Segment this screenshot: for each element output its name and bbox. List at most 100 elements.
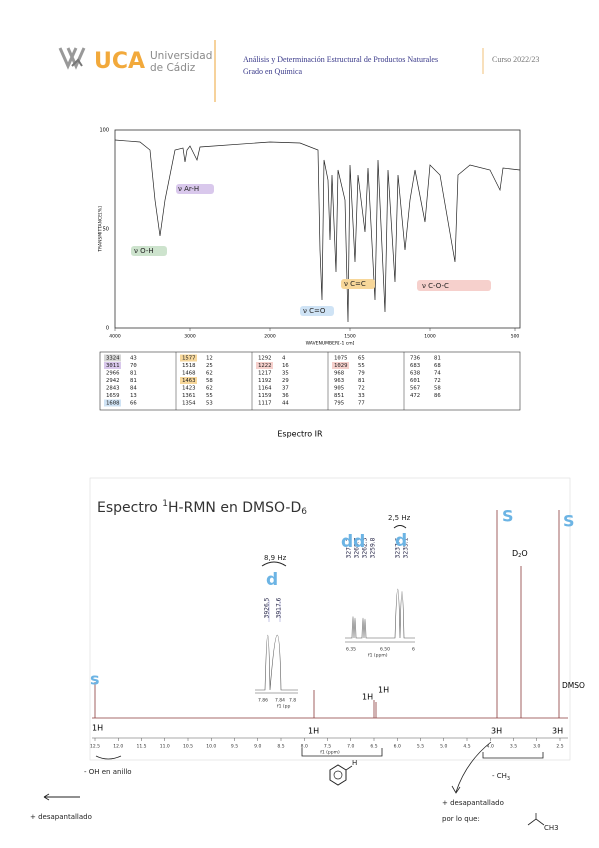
ir-x-label: WAVENUMBER[-1 cm]	[306, 341, 355, 347]
caption: Espectro IR	[277, 430, 323, 439]
nmr-x-tick-label: 8.5	[277, 744, 284, 750]
note: - OH en anillo	[84, 768, 132, 776]
note: + desapantallado	[30, 813, 92, 821]
inset-tick: 7.86	[258, 698, 268, 704]
highlight	[180, 377, 197, 384]
nmr-x-tick-label: 10.5	[183, 744, 193, 750]
ir-x-tick-label: 500	[511, 334, 520, 340]
label-sub: 2	[518, 553, 521, 559]
peak-label: 3917.6	[276, 597, 283, 618]
peak-label: 3262.3	[362, 537, 369, 558]
note: + desapantallado	[442, 799, 504, 807]
peak-label: 3271.2	[346, 537, 353, 558]
ir-annotation: ν O-H	[134, 247, 154, 255]
nmr-x-tick-label: 5.5	[417, 744, 424, 750]
note: CH3	[544, 824, 559, 832]
table-cell: 44	[282, 401, 289, 407]
nmr-x-tick-label: 9.0	[254, 744, 261, 750]
table-cell: 683	[410, 363, 420, 369]
title-part: Espectro	[97, 500, 162, 516]
multiplicity: s	[90, 670, 100, 689]
solvent-label: D2O	[512, 549, 528, 559]
table-cell: 2966	[106, 371, 119, 377]
integration: 1H	[92, 724, 103, 733]
ir-x-tick-label: 1000	[424, 334, 436, 340]
table-cell: 86	[434, 393, 441, 399]
table-cell: 58	[434, 386, 441, 392]
inset-tick: 6.35	[346, 647, 356, 653]
nmr-x-tick-label: 6.0	[394, 744, 401, 750]
table-cell: 36	[282, 393, 289, 399]
table-cell: 62	[206, 371, 213, 377]
nmr-x-tick-label: 7.5	[324, 744, 331, 750]
nmr-x-tick-label: 12.0	[113, 744, 123, 750]
table-cell: 37	[282, 386, 289, 392]
nmr-x-tick-label: 10.0	[206, 744, 216, 750]
highlight	[332, 362, 349, 369]
integration: 1H	[308, 727, 319, 736]
table-cell: 1292	[258, 356, 271, 362]
table-cell: 3324	[106, 356, 120, 362]
inset-label: f1 (pp	[277, 704, 290, 710]
table-cell: 65	[358, 356, 365, 362]
table-cell: 35	[282, 371, 289, 377]
inset	[255, 600, 298, 694]
table-cell: 58	[206, 378, 213, 384]
integration: 1H	[362, 693, 373, 702]
note-sub: 3	[507, 776, 510, 782]
table-cell: 1577	[182, 356, 195, 362]
table-cell: 55	[358, 363, 365, 369]
table-cell: 968	[334, 371, 345, 377]
multiplicity: S	[502, 507, 514, 526]
nmr-x-tick-label: 8.0	[301, 744, 308, 750]
table-cell: 795	[334, 401, 344, 407]
label-part: D	[512, 549, 518, 558]
multiplicity: S	[563, 512, 575, 531]
ir-frame	[114, 129, 521, 329]
table-cell: 1361	[182, 393, 195, 399]
table-cell: 1463	[182, 378, 195, 384]
table-cell: 1222	[258, 363, 271, 369]
integration: 3H	[491, 727, 502, 736]
table-cell: 25	[206, 363, 213, 369]
ir-annotation: ν C=C	[344, 280, 366, 288]
integration: 1H	[378, 686, 389, 695]
solvent-label: DMSO	[562, 681, 585, 690]
table-cell: 1518	[182, 363, 196, 369]
table-cell: 81	[434, 356, 441, 362]
table-cell: 77	[358, 401, 365, 407]
inset-tick: 7.84	[275, 698, 285, 704]
nmr-x-tick-label: 5.0	[440, 744, 447, 750]
table-cell: 1354	[182, 401, 196, 407]
nmr-x-tick-label: 2.5	[556, 744, 563, 750]
highlight	[180, 354, 197, 362]
nmr-x-tick-label: 3.5	[510, 744, 517, 750]
note: por lo que:	[442, 815, 480, 823]
peak-label: 3926.5	[264, 597, 271, 618]
highlight	[256, 362, 273, 369]
table-cell: 1029	[334, 363, 347, 369]
nmr-x-tick-label: 7.0	[347, 744, 354, 750]
table-cell: 1164	[258, 386, 272, 392]
table-cell: 4	[282, 356, 286, 362]
ir-y-tick: 0	[106, 326, 109, 332]
table-cell: 1159	[258, 393, 271, 399]
table-cell: 74	[434, 371, 441, 377]
table-cell: 72	[358, 386, 365, 392]
multiplicity: d	[266, 570, 278, 590]
table-cell: 66	[130, 401, 137, 407]
inset-tick: 6	[412, 647, 415, 653]
ir-y-tick: 100	[99, 128, 109, 134]
title-sub: 6	[301, 507, 307, 517]
table-cell: 1217	[258, 371, 271, 377]
table-cell: 1423	[182, 386, 195, 392]
ir-x-tick-label: 1500	[344, 334, 356, 340]
logo-text: UCA	[94, 49, 145, 74]
nmr-x-tick-label: 12.5	[90, 744, 100, 750]
peak-label: 3268.7	[354, 537, 361, 558]
nmr-x-label: f1 (ppm)	[320, 750, 340, 756]
table-cell: 567	[410, 386, 420, 392]
inset	[345, 588, 415, 643]
coupling: 2,5 Hz	[388, 514, 411, 522]
